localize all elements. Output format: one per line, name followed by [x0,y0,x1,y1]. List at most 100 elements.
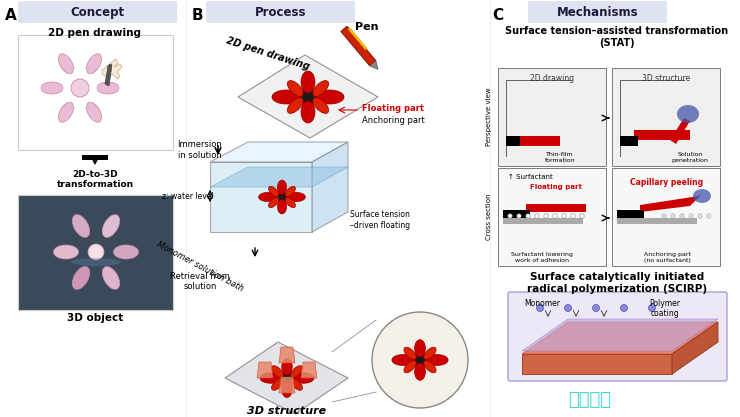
Ellipse shape [316,90,344,104]
Circle shape [648,304,656,311]
Ellipse shape [293,373,314,383]
Polygon shape [348,28,367,50]
Text: Perspective view: Perspective view [486,88,492,146]
Ellipse shape [97,82,119,94]
Ellipse shape [414,340,425,357]
Text: Immersion
in solution: Immersion in solution [178,140,223,160]
Polygon shape [522,319,718,351]
Polygon shape [257,362,273,378]
Polygon shape [238,55,378,138]
Ellipse shape [426,354,448,365]
Ellipse shape [301,101,315,123]
Text: Pen: Pen [355,22,378,32]
Ellipse shape [258,193,277,201]
Ellipse shape [269,186,279,197]
Ellipse shape [424,360,436,373]
Ellipse shape [287,98,303,113]
Text: z: water level: z: water level [162,191,214,201]
Circle shape [71,79,89,97]
Ellipse shape [53,245,78,259]
Text: Retrieval from
solution: Retrieval from solution [170,272,230,291]
Ellipse shape [102,266,120,289]
Polygon shape [503,210,530,218]
Ellipse shape [282,381,292,397]
Text: Cross section: Cross section [486,194,492,240]
Text: C: C [492,8,503,23]
Polygon shape [210,142,348,162]
Circle shape [517,214,521,218]
Circle shape [593,304,599,311]
Text: Anchoring part
(no surfactant): Anchoring part (no surfactant) [644,252,690,263]
Text: B: B [192,8,204,23]
Text: A: A [5,8,17,23]
Polygon shape [640,194,702,212]
Circle shape [670,214,675,218]
Polygon shape [279,347,295,363]
Polygon shape [670,118,690,144]
FancyBboxPatch shape [498,68,606,166]
Polygon shape [522,354,672,374]
Text: Surface tension
–driven floating: Surface tension –driven floating [350,210,410,230]
FancyBboxPatch shape [617,218,697,224]
Circle shape [88,244,104,260]
Text: Mechanisms: Mechanisms [556,5,639,18]
Circle shape [689,214,693,218]
Circle shape [544,214,548,218]
Text: 3D structure: 3D structure [247,406,326,416]
Text: 2D drawing: 2D drawing [530,74,574,83]
Circle shape [621,304,628,311]
Ellipse shape [269,197,279,208]
Text: Monomer: Monomer [524,299,560,308]
Text: Polymer
coating: Polymer coating [650,299,681,319]
Polygon shape [278,373,296,383]
Circle shape [526,214,530,218]
Text: Floating part: Floating part [362,103,424,113]
Ellipse shape [313,80,329,96]
Circle shape [662,214,666,218]
Text: Thin-film
formation: Thin-film formation [545,152,575,163]
Text: Process: Process [255,5,306,18]
Text: Surface catalytically initiated
radical polymerization (SCIRP): Surface catalytically initiated radical … [527,272,707,294]
Ellipse shape [278,200,286,214]
Ellipse shape [287,193,306,201]
Ellipse shape [404,360,416,373]
Text: Floating part: Floating part [530,184,582,190]
Ellipse shape [73,266,90,289]
Ellipse shape [113,245,138,259]
FancyBboxPatch shape [18,195,173,310]
Ellipse shape [272,366,283,377]
Polygon shape [210,167,348,187]
Ellipse shape [71,258,121,266]
Ellipse shape [693,189,711,203]
Circle shape [571,214,575,218]
Text: 谷普下载: 谷普下载 [568,391,611,409]
Polygon shape [102,59,122,79]
Text: 3D structure: 3D structure [642,74,690,83]
Polygon shape [522,322,718,354]
Circle shape [580,214,584,218]
Circle shape [536,304,543,311]
Ellipse shape [272,90,300,104]
Circle shape [553,214,557,218]
Polygon shape [341,26,376,66]
Ellipse shape [58,54,73,74]
Text: Capillary peeling: Capillary peeling [630,178,704,187]
FancyBboxPatch shape [18,1,177,23]
Ellipse shape [260,373,281,383]
Circle shape [562,214,566,218]
Circle shape [707,214,711,218]
Text: Monomer solution bath: Monomer solution bath [155,240,245,294]
Ellipse shape [285,186,295,197]
Polygon shape [526,204,586,212]
Text: Surface tension–assisted transformation
(STAT): Surface tension–assisted transformation … [505,26,729,48]
Polygon shape [301,362,317,378]
Ellipse shape [282,359,292,375]
FancyBboxPatch shape [612,68,720,166]
FancyBboxPatch shape [498,168,606,266]
Ellipse shape [102,215,120,237]
FancyBboxPatch shape [503,218,583,224]
Polygon shape [617,210,644,218]
Polygon shape [279,377,295,393]
Text: ↑ Surfactant: ↑ Surfactant [508,174,552,180]
Ellipse shape [73,215,90,237]
